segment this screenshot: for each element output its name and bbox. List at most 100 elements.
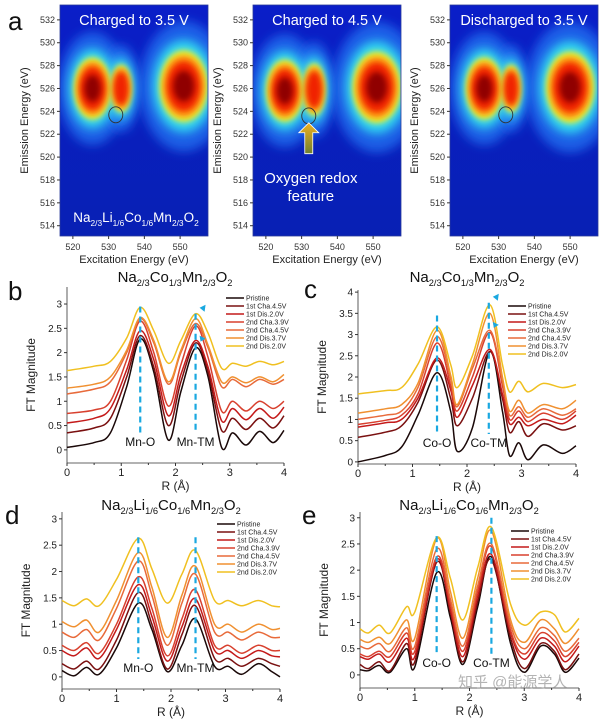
y-tick-label: 1.5 xyxy=(341,592,355,603)
series-line-4 xyxy=(61,560,281,647)
watermark: 知乎 @能源学人 xyxy=(458,674,567,691)
peak-label: Co-TM xyxy=(473,656,510,670)
title-subscript: 2 xyxy=(534,506,539,516)
legend-label: 2nd Dis.3.7V xyxy=(531,569,571,576)
title-subscript: 2/3 xyxy=(91,218,103,228)
x-axis-label: Excitation Energy (eV) xyxy=(79,254,188,266)
legend-label: 2nd Cha.4.5V xyxy=(246,328,289,335)
title-text: Co xyxy=(158,497,177,514)
y-tick-label: 514 xyxy=(430,221,445,231)
x-tick-label: 2 xyxy=(168,693,174,705)
title-subscript: 2/3 xyxy=(120,506,133,516)
series-line-5 xyxy=(357,312,577,414)
x-tick-label: 4 xyxy=(281,467,287,479)
title-text: Mn xyxy=(488,497,509,514)
legend-item: 1st Cha.4.5V xyxy=(508,312,569,319)
compound-formula: Na2/3Li1/6Co1/6Mn2/3O2 xyxy=(73,210,199,228)
shift-arrow-icon xyxy=(492,293,499,301)
legend-item: 2nd Dis.2.0V xyxy=(217,570,277,577)
series-line-2 xyxy=(61,583,281,662)
title-text: Mn xyxy=(182,269,203,286)
title-text: Mn xyxy=(153,210,172,225)
y-tick-label: 3 xyxy=(347,330,353,341)
intensity-hotspot xyxy=(366,71,388,103)
legend-label: 1st Cha.4.5V xyxy=(246,304,287,311)
y-tick-label: 514 xyxy=(40,221,55,231)
y-tick-label: 532 xyxy=(40,15,55,25)
legend-label: 1st Dis.2.0V xyxy=(531,545,569,552)
y-axis-label: Emission Energy (eV) xyxy=(212,67,224,173)
x-tick-label: 550 xyxy=(366,242,381,252)
y-tick-label: 524 xyxy=(40,106,55,116)
series-line-2 xyxy=(66,330,285,424)
x-tick-label: 540 xyxy=(330,242,345,252)
heatmap-2: 520 530 540 550 514 516 518 520 522 524 526 528 530 5… xyxy=(212,4,402,266)
title-subscript: 2/3 xyxy=(172,218,184,228)
legend-item: 2nd Cha.3.9V xyxy=(511,553,574,560)
title-text: Na xyxy=(399,497,419,514)
legend-item: 2nd Dis.2.0V xyxy=(511,577,571,584)
title-text: O xyxy=(522,497,534,514)
y-tick-label: 530 xyxy=(233,38,248,48)
legend-item: 2nd Cha.3.9V xyxy=(226,320,289,327)
x-tick-label: 4 xyxy=(573,468,579,480)
y-tick-label: 522 xyxy=(233,129,248,139)
y-tick-label: 528 xyxy=(233,61,248,71)
title-text: Li xyxy=(133,497,145,514)
title-subscript: 1/3 xyxy=(461,278,474,288)
legend-item: 2nd Cha.4.5V xyxy=(508,336,571,343)
y-tick-label: 1.5 xyxy=(43,593,57,604)
heatmap-image xyxy=(253,5,401,236)
x-axis-label: R (Å) xyxy=(453,479,481,494)
x-tick-label: 1 xyxy=(118,467,124,479)
y-tick-label: 530 xyxy=(40,38,55,48)
title-text: O xyxy=(184,210,195,225)
title-text: Co xyxy=(150,269,169,286)
legend-label: 1st Cha.4.5V xyxy=(237,530,278,537)
intensity-hotspot xyxy=(113,72,129,105)
title-text: O xyxy=(224,497,236,514)
series-line-0 xyxy=(357,350,577,463)
marker-circle xyxy=(108,106,124,124)
x-tick-label: 1 xyxy=(113,693,119,705)
x-tick-label: 540 xyxy=(137,242,152,252)
title-subscript: 2/3 xyxy=(429,278,442,288)
legend-item: 2nd Dis.3.7V xyxy=(511,569,571,576)
legend-label: 1st Dis.2.0V xyxy=(237,538,275,545)
peak-label: Mn-TM xyxy=(177,661,215,675)
legend-item: 1st Dis.2.0V xyxy=(508,320,566,327)
legend-label: 2nd Cha.4.5V xyxy=(237,554,280,561)
y-tick-label: 518 xyxy=(233,175,248,185)
y-axis-label: FT Magnitude xyxy=(315,340,329,414)
y-tick-label: 2.5 xyxy=(48,324,62,335)
series-line-4 xyxy=(66,317,285,395)
y-tick-label: 514 xyxy=(233,221,248,231)
x-tick-label: 520 xyxy=(258,242,273,252)
title-subscript: 2 xyxy=(236,506,241,516)
title-text: Mn xyxy=(190,497,211,514)
title-subscript: 2 xyxy=(227,278,232,288)
y-tick-label: 516 xyxy=(430,198,445,208)
y-tick-label: 2 xyxy=(51,567,57,578)
legend-item: 1st Cha.4.5V xyxy=(217,530,278,537)
x-tick-label: 3 xyxy=(222,693,228,705)
legend-label: Pristine xyxy=(531,529,554,536)
series-line-3 xyxy=(359,545,580,658)
title-text: Na xyxy=(73,210,91,225)
title-subscript: 2 xyxy=(194,218,199,228)
intensity-hotspot xyxy=(276,77,293,105)
title-subscript: 1/6 xyxy=(177,506,190,516)
heatmap-title: Charged to 4.5 V xyxy=(272,13,382,29)
panel-label-b: b xyxy=(8,276,22,306)
legend-label: 2nd Cha.3.9V xyxy=(531,553,574,560)
plot-frame xyxy=(449,4,599,237)
series-line-3 xyxy=(66,320,285,415)
y-tick-label: 4 xyxy=(347,288,353,299)
chart-title: Na2/3Co1/3Mn2/3O2 xyxy=(410,269,525,288)
heatmap-3: 520 530 540 550 514 516 518 520 522 524 526 528 530 5… xyxy=(409,4,599,266)
legend-item: 2nd Dis.2.0V xyxy=(226,344,286,351)
x-tick-label: 2 xyxy=(464,468,470,480)
